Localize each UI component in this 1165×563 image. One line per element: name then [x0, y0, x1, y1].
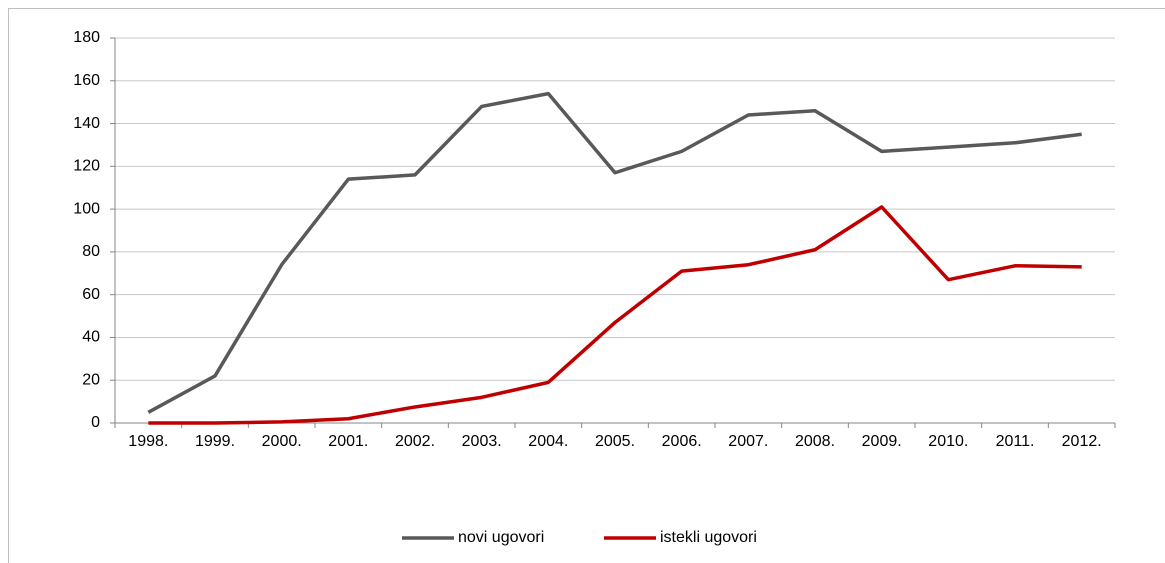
x-tick-label: 2007. [728, 433, 768, 450]
y-tick-label: 120 [73, 158, 100, 175]
x-tick-label: 2004. [528, 433, 568, 450]
x-tick-label: 2003. [462, 433, 502, 450]
x-tick-label: 2005. [595, 433, 635, 450]
y-tick-label: 100 [73, 200, 100, 217]
y-tick-label: 140 [73, 115, 100, 132]
y-tick-label: 80 [82, 243, 100, 260]
x-tick-label: 1998. [128, 433, 168, 450]
x-tick-label: 1999. [195, 433, 235, 450]
x-tick-label: 2012. [1062, 433, 1102, 450]
x-tick-label: 2008. [795, 433, 835, 450]
y-tick-label: 60 [82, 286, 100, 303]
legend-label: novi ugovori [458, 529, 544, 546]
y-tick-label: 160 [73, 72, 100, 89]
x-tick-label: 2002. [395, 433, 435, 450]
x-tick-label: 2011. [996, 433, 1035, 450]
y-tick-label: 180 [73, 29, 100, 46]
y-tick-label: 20 [82, 371, 100, 388]
x-tick-label: 2006. [662, 433, 702, 450]
y-tick-label: 40 [82, 329, 100, 346]
series-line [147, 91, 1082, 414]
x-tick-label: 2001. [328, 433, 368, 450]
series-line [148, 205, 1082, 425]
x-tick-label: 2010. [928, 433, 968, 450]
y-tick-label: 0 [91, 414, 100, 431]
x-tick-label: 2000. [262, 433, 302, 450]
x-tick-label: 2009. [862, 433, 902, 450]
legend-label: istekli ugovori [660, 529, 757, 546]
